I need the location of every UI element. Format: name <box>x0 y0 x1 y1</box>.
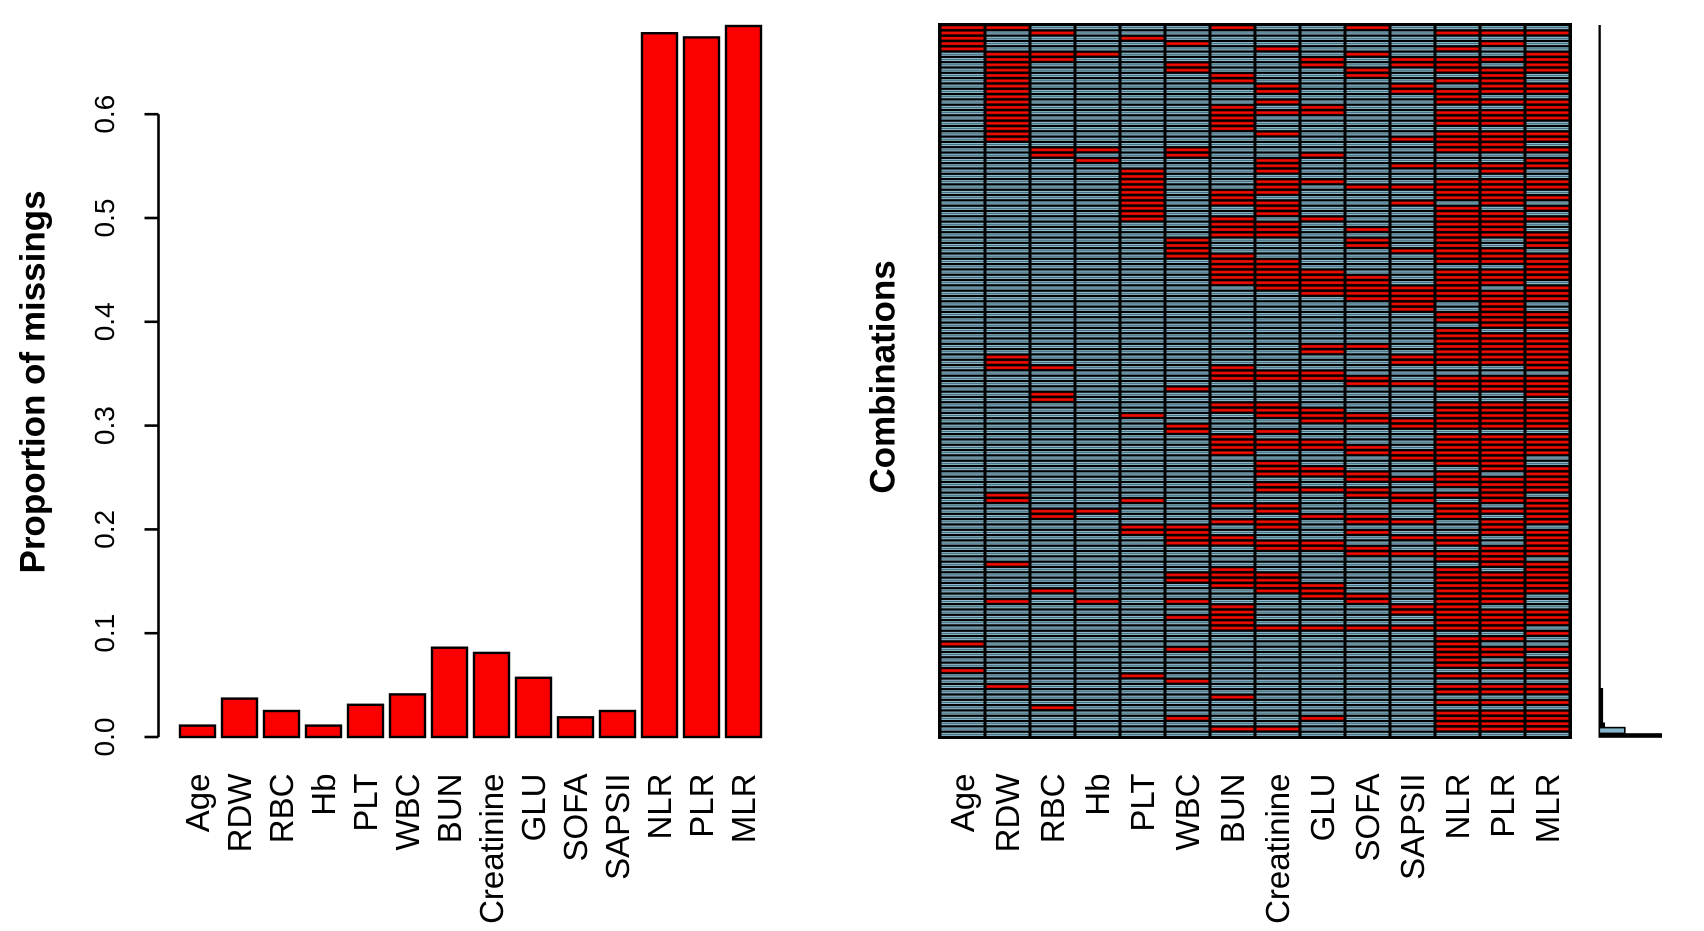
svg-text:PLT: PLT <box>1124 774 1161 832</box>
svg-text:BUN: BUN <box>431 774 468 844</box>
svg-text:PLT: PLT <box>347 774 384 832</box>
svg-text:PLR: PLR <box>683 774 720 838</box>
svg-text:Creatinine: Creatinine <box>1259 774 1296 924</box>
svg-text:NLR: NLR <box>1439 774 1476 840</box>
svg-text:0.1: 0.1 <box>89 614 120 653</box>
svg-text:0.5: 0.5 <box>89 199 120 238</box>
svg-text:SOFA: SOFA <box>557 774 594 862</box>
svg-text:0.0: 0.0 <box>89 718 120 757</box>
svg-text:RDW: RDW <box>221 773 258 853</box>
svg-text:MLR: MLR <box>725 774 762 844</box>
svg-text:NLR: NLR <box>641 774 678 840</box>
svg-text:RBC: RBC <box>263 774 300 844</box>
svg-text:RDW: RDW <box>989 773 1026 853</box>
svg-text:MLR: MLR <box>1529 774 1566 844</box>
svg-text:SAPSII: SAPSII <box>1394 774 1431 880</box>
svg-text:PLR: PLR <box>1484 774 1521 838</box>
svg-text:Hb: Hb <box>305 774 342 816</box>
svg-text:Creatinine: Creatinine <box>473 774 510 924</box>
svg-text:Age: Age <box>944 774 981 833</box>
svg-text:WBC: WBC <box>1169 774 1206 851</box>
svg-text:GLU: GLU <box>515 774 552 842</box>
svg-text:Proportion of missings: Proportion of missings <box>14 190 53 573</box>
svg-text:Age: Age <box>179 774 216 833</box>
svg-text:SOFA: SOFA <box>1349 774 1386 862</box>
svg-text:0.3: 0.3 <box>89 406 120 445</box>
svg-text:0.6: 0.6 <box>89 95 120 134</box>
svg-text:Combinations: Combinations <box>864 260 903 493</box>
svg-text:WBC: WBC <box>389 774 426 851</box>
svg-text:Hb: Hb <box>1079 774 1116 816</box>
svg-text:0.4: 0.4 <box>89 302 120 341</box>
svg-text:0.2: 0.2 <box>89 510 120 549</box>
svg-text:GLU: GLU <box>1304 774 1341 842</box>
svg-text:SAPSII: SAPSII <box>599 774 636 880</box>
svg-text:BUN: BUN <box>1214 774 1251 844</box>
svg-text:RBC: RBC <box>1034 774 1071 844</box>
